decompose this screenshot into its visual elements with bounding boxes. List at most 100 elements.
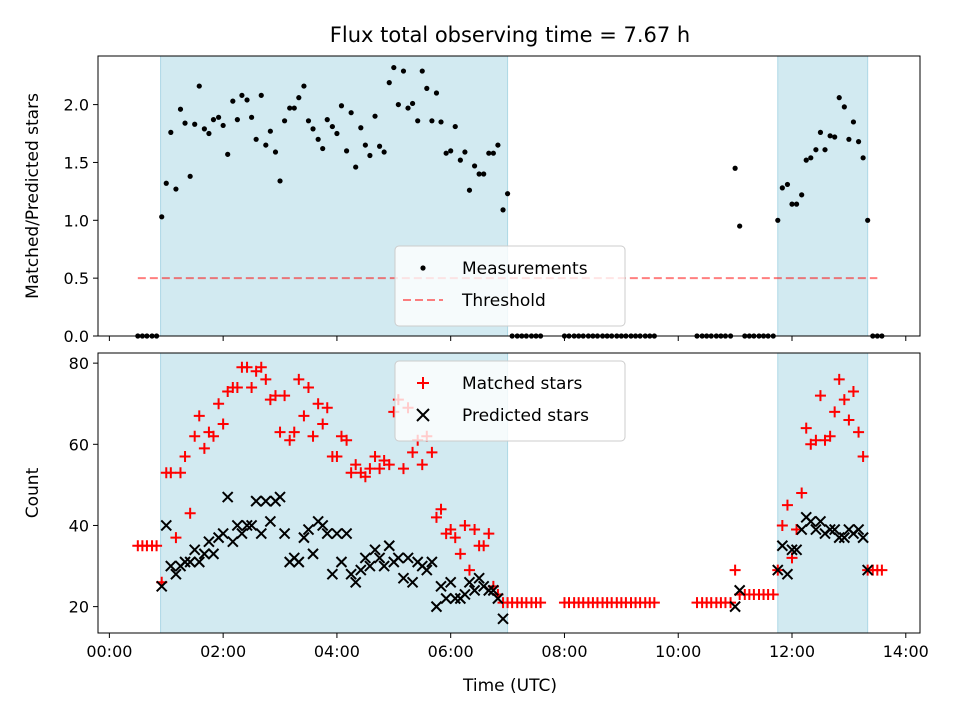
data-point xyxy=(416,459,428,471)
legend-label: Predicted stars xyxy=(462,406,589,426)
data-point xyxy=(207,430,219,442)
data-point xyxy=(415,118,421,124)
data-point xyxy=(406,576,419,588)
series-matched-stars xyxy=(132,361,888,609)
data-point xyxy=(426,446,438,458)
data-point xyxy=(784,181,791,188)
data-point xyxy=(359,552,372,564)
data-point xyxy=(833,373,845,385)
y-tick-label: 0.5 xyxy=(64,269,89,288)
data-point xyxy=(813,147,819,153)
data-point xyxy=(182,120,188,126)
data-point xyxy=(853,426,865,438)
data-point xyxy=(298,410,310,422)
data-point xyxy=(810,523,822,536)
data-point xyxy=(362,142,368,148)
data-point xyxy=(217,527,229,540)
data-point xyxy=(497,613,509,625)
data-point xyxy=(151,540,163,552)
x-tick-label: 02:00 xyxy=(200,642,246,661)
data-point xyxy=(433,90,440,96)
data-point xyxy=(174,467,186,479)
data-point xyxy=(272,149,279,155)
data-point xyxy=(843,414,855,426)
data-point xyxy=(163,180,169,186)
data-point xyxy=(168,129,174,135)
data-point xyxy=(386,80,392,86)
data-point xyxy=(800,422,812,434)
data-point xyxy=(832,134,838,140)
data-point xyxy=(326,568,339,580)
data-point xyxy=(803,157,809,163)
data-point xyxy=(814,390,826,402)
data-point xyxy=(795,523,808,536)
data-point xyxy=(296,95,302,101)
data-point xyxy=(358,125,364,131)
data-point xyxy=(206,130,212,137)
legend-box xyxy=(394,245,626,327)
data-point xyxy=(372,113,378,119)
data-point xyxy=(364,463,376,475)
data-point xyxy=(307,548,319,560)
legend: Matched stars Predicted stars xyxy=(394,360,626,442)
data-point xyxy=(255,527,267,540)
data-point xyxy=(487,584,500,597)
data-point xyxy=(236,527,248,540)
data-point xyxy=(201,126,207,132)
data-point xyxy=(329,123,335,130)
data-point xyxy=(429,118,435,124)
data-point xyxy=(483,584,495,597)
data-point xyxy=(430,511,442,523)
data-point xyxy=(184,507,196,519)
data-point xyxy=(424,85,430,91)
data-point xyxy=(430,600,443,613)
legend-box xyxy=(394,360,626,442)
series-measurements xyxy=(135,64,885,339)
data-point xyxy=(445,524,457,536)
data-point xyxy=(312,398,324,410)
data-point xyxy=(260,373,272,385)
data-point xyxy=(402,552,414,564)
data-point xyxy=(495,142,501,148)
y-tick-label: 0.0 xyxy=(64,327,89,346)
data-point xyxy=(316,519,329,532)
data-point xyxy=(776,519,788,531)
data-point xyxy=(349,576,362,588)
data-point xyxy=(364,560,376,572)
data-point xyxy=(321,402,333,414)
data-point xyxy=(876,564,888,576)
data-point xyxy=(170,532,182,544)
data-point xyxy=(454,548,466,560)
data-point xyxy=(796,487,808,499)
data-point xyxy=(861,564,874,576)
data-point xyxy=(440,592,452,605)
y-axis-label: Count xyxy=(23,467,43,518)
data-point xyxy=(827,133,833,139)
data-point xyxy=(293,556,305,568)
data-point xyxy=(459,588,471,601)
data-point xyxy=(405,105,411,111)
axes-frame xyxy=(97,55,921,337)
data-point xyxy=(227,535,239,548)
y-axis-label: Matched/Predicted stars xyxy=(23,93,43,299)
data-point xyxy=(301,83,307,89)
data-point xyxy=(473,572,485,584)
data-point xyxy=(776,540,789,552)
data-point xyxy=(274,491,286,503)
data-point xyxy=(476,171,482,177)
data-point xyxy=(320,145,326,152)
data-point xyxy=(220,122,226,129)
data-point xyxy=(245,519,258,532)
data-point xyxy=(198,442,210,454)
data-point xyxy=(267,128,273,134)
data-point xyxy=(857,531,869,544)
data-point xyxy=(443,150,449,156)
data-point xyxy=(189,430,201,442)
data-point xyxy=(187,173,193,179)
data-point xyxy=(279,390,291,402)
data-point xyxy=(459,519,471,531)
data-point xyxy=(466,187,473,193)
data-point xyxy=(833,531,845,544)
data-point xyxy=(345,568,357,580)
data-point xyxy=(341,434,353,446)
